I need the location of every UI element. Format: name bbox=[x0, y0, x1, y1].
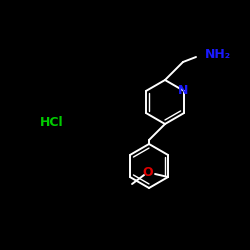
Text: HCl: HCl bbox=[40, 116, 64, 128]
Text: NH₂: NH₂ bbox=[205, 48, 231, 60]
Text: O: O bbox=[143, 166, 153, 178]
Text: N: N bbox=[178, 84, 188, 98]
